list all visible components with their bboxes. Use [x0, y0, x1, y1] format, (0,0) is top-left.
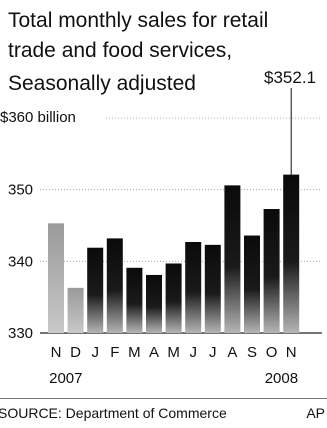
bar — [126, 267, 143, 333]
year-label: 2008 — [265, 370, 298, 387]
x-tick-label: A — [227, 344, 237, 361]
x-tick-label: F — [110, 344, 119, 361]
bars — [48, 174, 300, 333]
bar — [244, 235, 260, 333]
chart-title: Total monthly sales for retail trade and… — [8, 6, 320, 99]
y-tick-label: 340 — [8, 253, 33, 270]
credit: AP — [306, 405, 325, 421]
x-tick-label: N — [51, 344, 62, 361]
bar — [106, 238, 123, 333]
x-tick-label: J — [209, 344, 217, 361]
source-note: SOURCE: Department of Commerce — [0, 405, 227, 421]
bar — [67, 287, 84, 333]
bar — [48, 223, 64, 333]
bar — [263, 209, 280, 333]
bar — [165, 263, 182, 333]
x-tick-label: O — [266, 344, 278, 361]
annotation-label: $352.1 — [264, 68, 316, 87]
x-tick-label: M — [128, 344, 141, 361]
x-tick-label: S — [247, 344, 257, 361]
x-tick-label: J — [189, 344, 197, 361]
bar — [146, 274, 162, 333]
x-tick-label: J — [91, 344, 99, 361]
bar — [204, 244, 221, 333]
y-tick-label: 330 — [8, 325, 33, 342]
bar — [283, 174, 300, 333]
x-tick-label: N — [286, 344, 297, 361]
bar — [224, 185, 241, 333]
source-divider — [0, 398, 327, 399]
x-tick-label: A — [149, 344, 159, 361]
y-tick-label: 350 — [8, 182, 33, 199]
chart-title-text: Total monthly sales for retail trade and… — [8, 9, 269, 62]
chart-subtitle: Seasonally adjusted — [8, 72, 196, 95]
bar — [185, 241, 202, 333]
x-tick-label: M — [167, 344, 180, 361]
year-label: 2007 — [49, 370, 82, 387]
y-tick-label: $360 billion — [0, 109, 76, 126]
x-tick-label: D — [70, 344, 81, 361]
bar — [87, 247, 104, 333]
